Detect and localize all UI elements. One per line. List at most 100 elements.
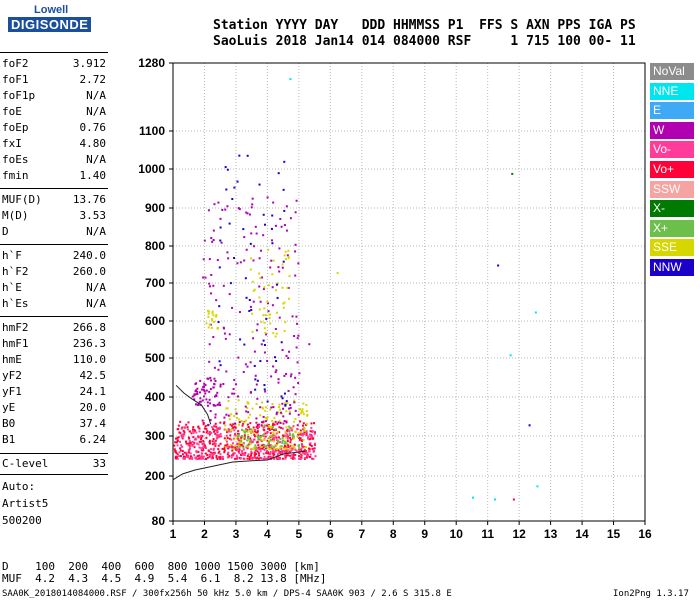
data-point [283,392,286,395]
data-point [512,498,515,501]
data-point [210,326,213,329]
data-point [205,447,208,450]
data-point [297,445,300,448]
data-point [281,449,284,452]
param-value: 33 [92,457,106,470]
data-point [192,426,195,429]
data-point [250,431,253,434]
data-point [200,449,203,452]
data-point [262,339,265,342]
data-point [208,360,211,363]
data-point [263,455,266,458]
data-point [195,457,198,460]
data-point [234,422,237,425]
legend-item-nne: NNE [650,82,694,100]
data-point [471,496,474,499]
data-point [237,450,240,453]
data-point [184,455,187,458]
data-point [266,416,269,419]
data-point [176,453,179,456]
data-point [271,286,274,289]
data-point [260,343,263,346]
data-point [201,399,204,402]
data-point [243,434,246,437]
data-point [204,383,207,386]
data-point [224,337,227,340]
data-point [265,333,268,336]
data-point [229,423,232,426]
data-point [255,453,258,456]
data-point [202,388,205,391]
data-point [277,452,280,455]
data-point [270,439,273,442]
data-point [212,314,215,317]
data-point [219,421,222,424]
data-point [227,396,230,399]
data-point [196,455,199,458]
data-point [260,445,263,448]
data-point [193,398,196,401]
data-point [237,430,240,433]
param-row: yF1 24.1 [2,384,106,400]
data-point [234,434,237,437]
data-point [219,442,222,445]
data-point [214,416,217,419]
data-point [243,457,246,460]
data-point [253,447,256,450]
data-point [207,449,210,452]
data-point [288,275,291,278]
data-point [262,288,265,291]
data-point [286,435,289,438]
data-point [257,423,260,426]
data-point [291,427,294,430]
data-point [291,455,294,458]
data-point [212,229,215,232]
data-point [235,457,238,460]
data-point [289,375,292,378]
trace-line [175,384,212,425]
data-point [208,453,211,456]
data-point [287,428,290,431]
data-point [277,381,280,384]
data-point [251,429,254,432]
data-point [237,439,240,442]
data-point [225,439,228,442]
data-point [282,447,285,450]
data-point [183,431,186,434]
data-point [250,232,253,235]
data-point [288,410,291,413]
data-point [212,284,215,287]
data-point [236,417,239,420]
data-point [262,421,265,424]
data-point [231,392,234,395]
data-point [300,447,303,450]
data-point [294,274,297,277]
data-point [283,160,286,163]
data-point [191,428,194,431]
data-point [216,430,219,433]
data-point [246,423,249,426]
data-point [237,207,240,210]
data-point [203,390,206,393]
data-point [283,444,286,447]
data-point [268,441,271,444]
data-point [336,271,339,274]
data-point [228,418,231,421]
data-point [250,450,253,453]
data-point [265,317,268,320]
data-point [269,434,272,437]
data-point [303,433,306,436]
data-point [257,437,260,440]
data-point [281,397,284,400]
data-point [243,454,246,457]
data-point [242,448,245,451]
param-name: foE [2,105,22,118]
data-point [178,451,181,454]
data-point [248,309,251,312]
param-name: B1 [2,433,16,446]
data-point [281,349,284,352]
data-point [196,457,199,460]
data-point [175,451,178,454]
data-point [208,455,211,458]
data-point [288,447,291,450]
